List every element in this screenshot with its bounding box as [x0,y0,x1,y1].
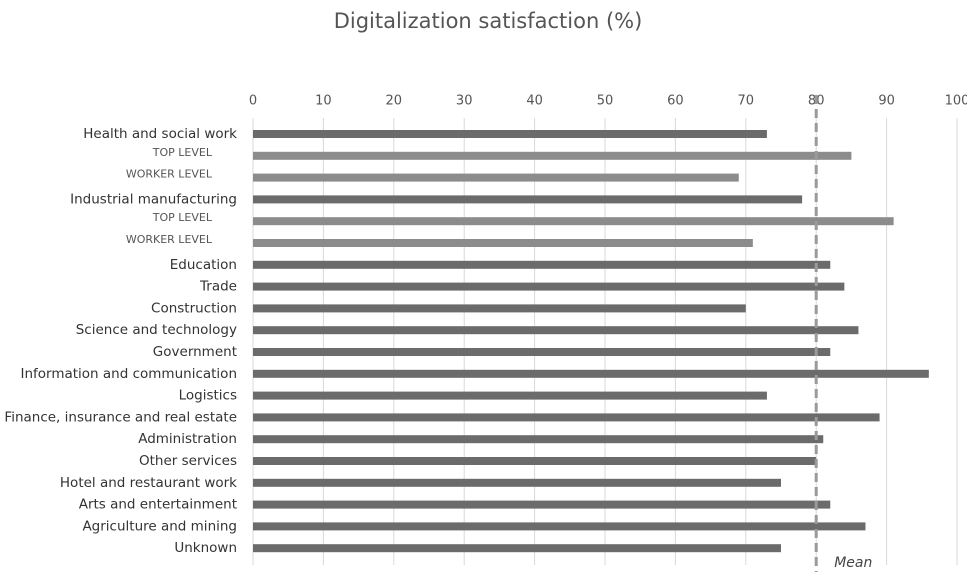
bar [253,173,739,182]
category-label: Finance, insurance and real estate [4,409,237,425]
bar [253,326,859,335]
bar [253,435,824,444]
category-label: Construction [151,300,237,316]
bar [253,500,831,509]
category-label: Trade [199,279,237,295]
bar [253,457,817,465]
chart-title: Digitalization satisfaction (%) [334,9,643,33]
bar [253,260,831,269]
bar [253,304,746,313]
x-tick-label: 100 [945,94,967,109]
category-label: Unknown [174,540,237,556]
category-label: Industrial manufacturing [70,191,237,207]
x-tick-label: 70 [738,94,755,109]
bar [253,522,866,531]
bar [253,391,767,400]
bar [253,413,880,422]
category-label: Information and communication [20,366,237,382]
x-tick-label: 20 [386,94,403,109]
x-tick-label: 90 [878,94,895,109]
sub-category-label: TOP LEVEL [152,211,213,224]
category-label: Other services [139,453,237,469]
sub-category-label: WORKER LEVEL [126,168,213,181]
category-label: Arts and entertainment [79,497,237,513]
x-tick-label: 60 [667,94,684,109]
x-tick-label: 50 [597,94,614,109]
category-label: Agriculture and mining [82,518,237,534]
bar [253,478,781,487]
category-label: Administration [138,431,237,447]
x-tick-label: 0 [249,94,257,109]
bar [253,348,831,356]
bar [253,195,803,204]
category-label: Government [153,344,237,360]
category-label: Education [170,257,237,273]
x-tick-label: 10 [315,94,332,109]
bar [253,217,894,226]
x-tick-label: 40 [526,94,543,109]
bar [253,130,767,138]
bar [253,369,929,378]
category-label: Science and technology [76,322,237,338]
sub-category-label: TOP LEVEL [152,146,213,159]
category-label: Hotel and restaurant work [60,475,237,491]
bar [253,544,781,553]
bar [253,151,852,160]
category-label: Health and social work [83,126,237,142]
x-tick-label: 30 [456,94,473,109]
bar [253,239,753,247]
sub-category-label: WORKER LEVEL [126,233,213,246]
mean-label: Mean [834,555,872,571]
category-label: Logistics [179,388,237,404]
bar [253,282,845,291]
